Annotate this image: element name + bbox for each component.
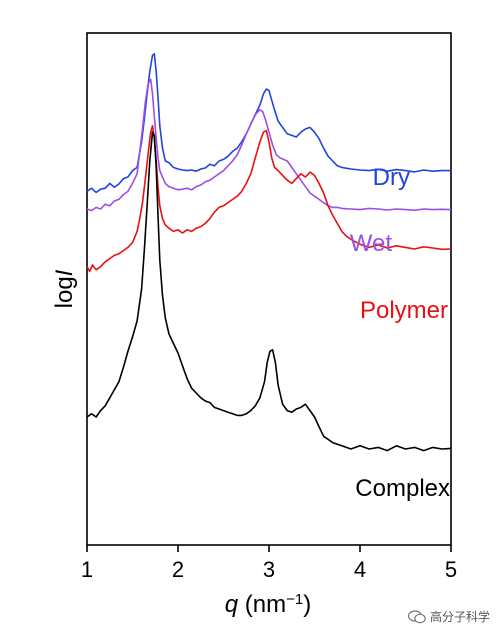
y-axis-title: logI — [51, 269, 78, 308]
x-tick-label: 1 — [81, 557, 93, 582]
series-label-polymer: Polymer — [360, 297, 448, 324]
x-tick-label: 4 — [354, 557, 366, 582]
series-line-polymer — [86, 125, 452, 273]
series-label-layer: Dry Wet Polymer Complex — [350, 164, 450, 502]
series-line-complex — [86, 131, 452, 452]
wechat-icon — [408, 609, 426, 623]
series-layer — [86, 53, 452, 452]
x-axis-exponent: −1 — [286, 591, 303, 608]
series-label-complex: Complex — [355, 475, 450, 502]
series-label-dry: Dry — [373, 164, 410, 191]
x-tick-label: 2 — [172, 557, 184, 582]
x-tick-label: 5 — [445, 557, 457, 582]
x-tick-layer: 1 2 3 4 5 — [81, 545, 457, 582]
series-line-wet — [86, 78, 452, 212]
x-axis-title: q (nm−1) — [225, 591, 311, 619]
x-axis-close-paren: ) — [303, 591, 311, 618]
x-tick-label: 3 — [263, 557, 275, 582]
watermark-text: 高分子科学 — [430, 610, 491, 624]
series-label-wet: Wet — [350, 230, 393, 257]
x-axis-symbol: q — [225, 591, 239, 618]
x-axis-unit: (nm — [238, 591, 286, 618]
watermark: 高分子科学 — [408, 608, 490, 625]
y-axis-symbol: I — [51, 269, 78, 276]
